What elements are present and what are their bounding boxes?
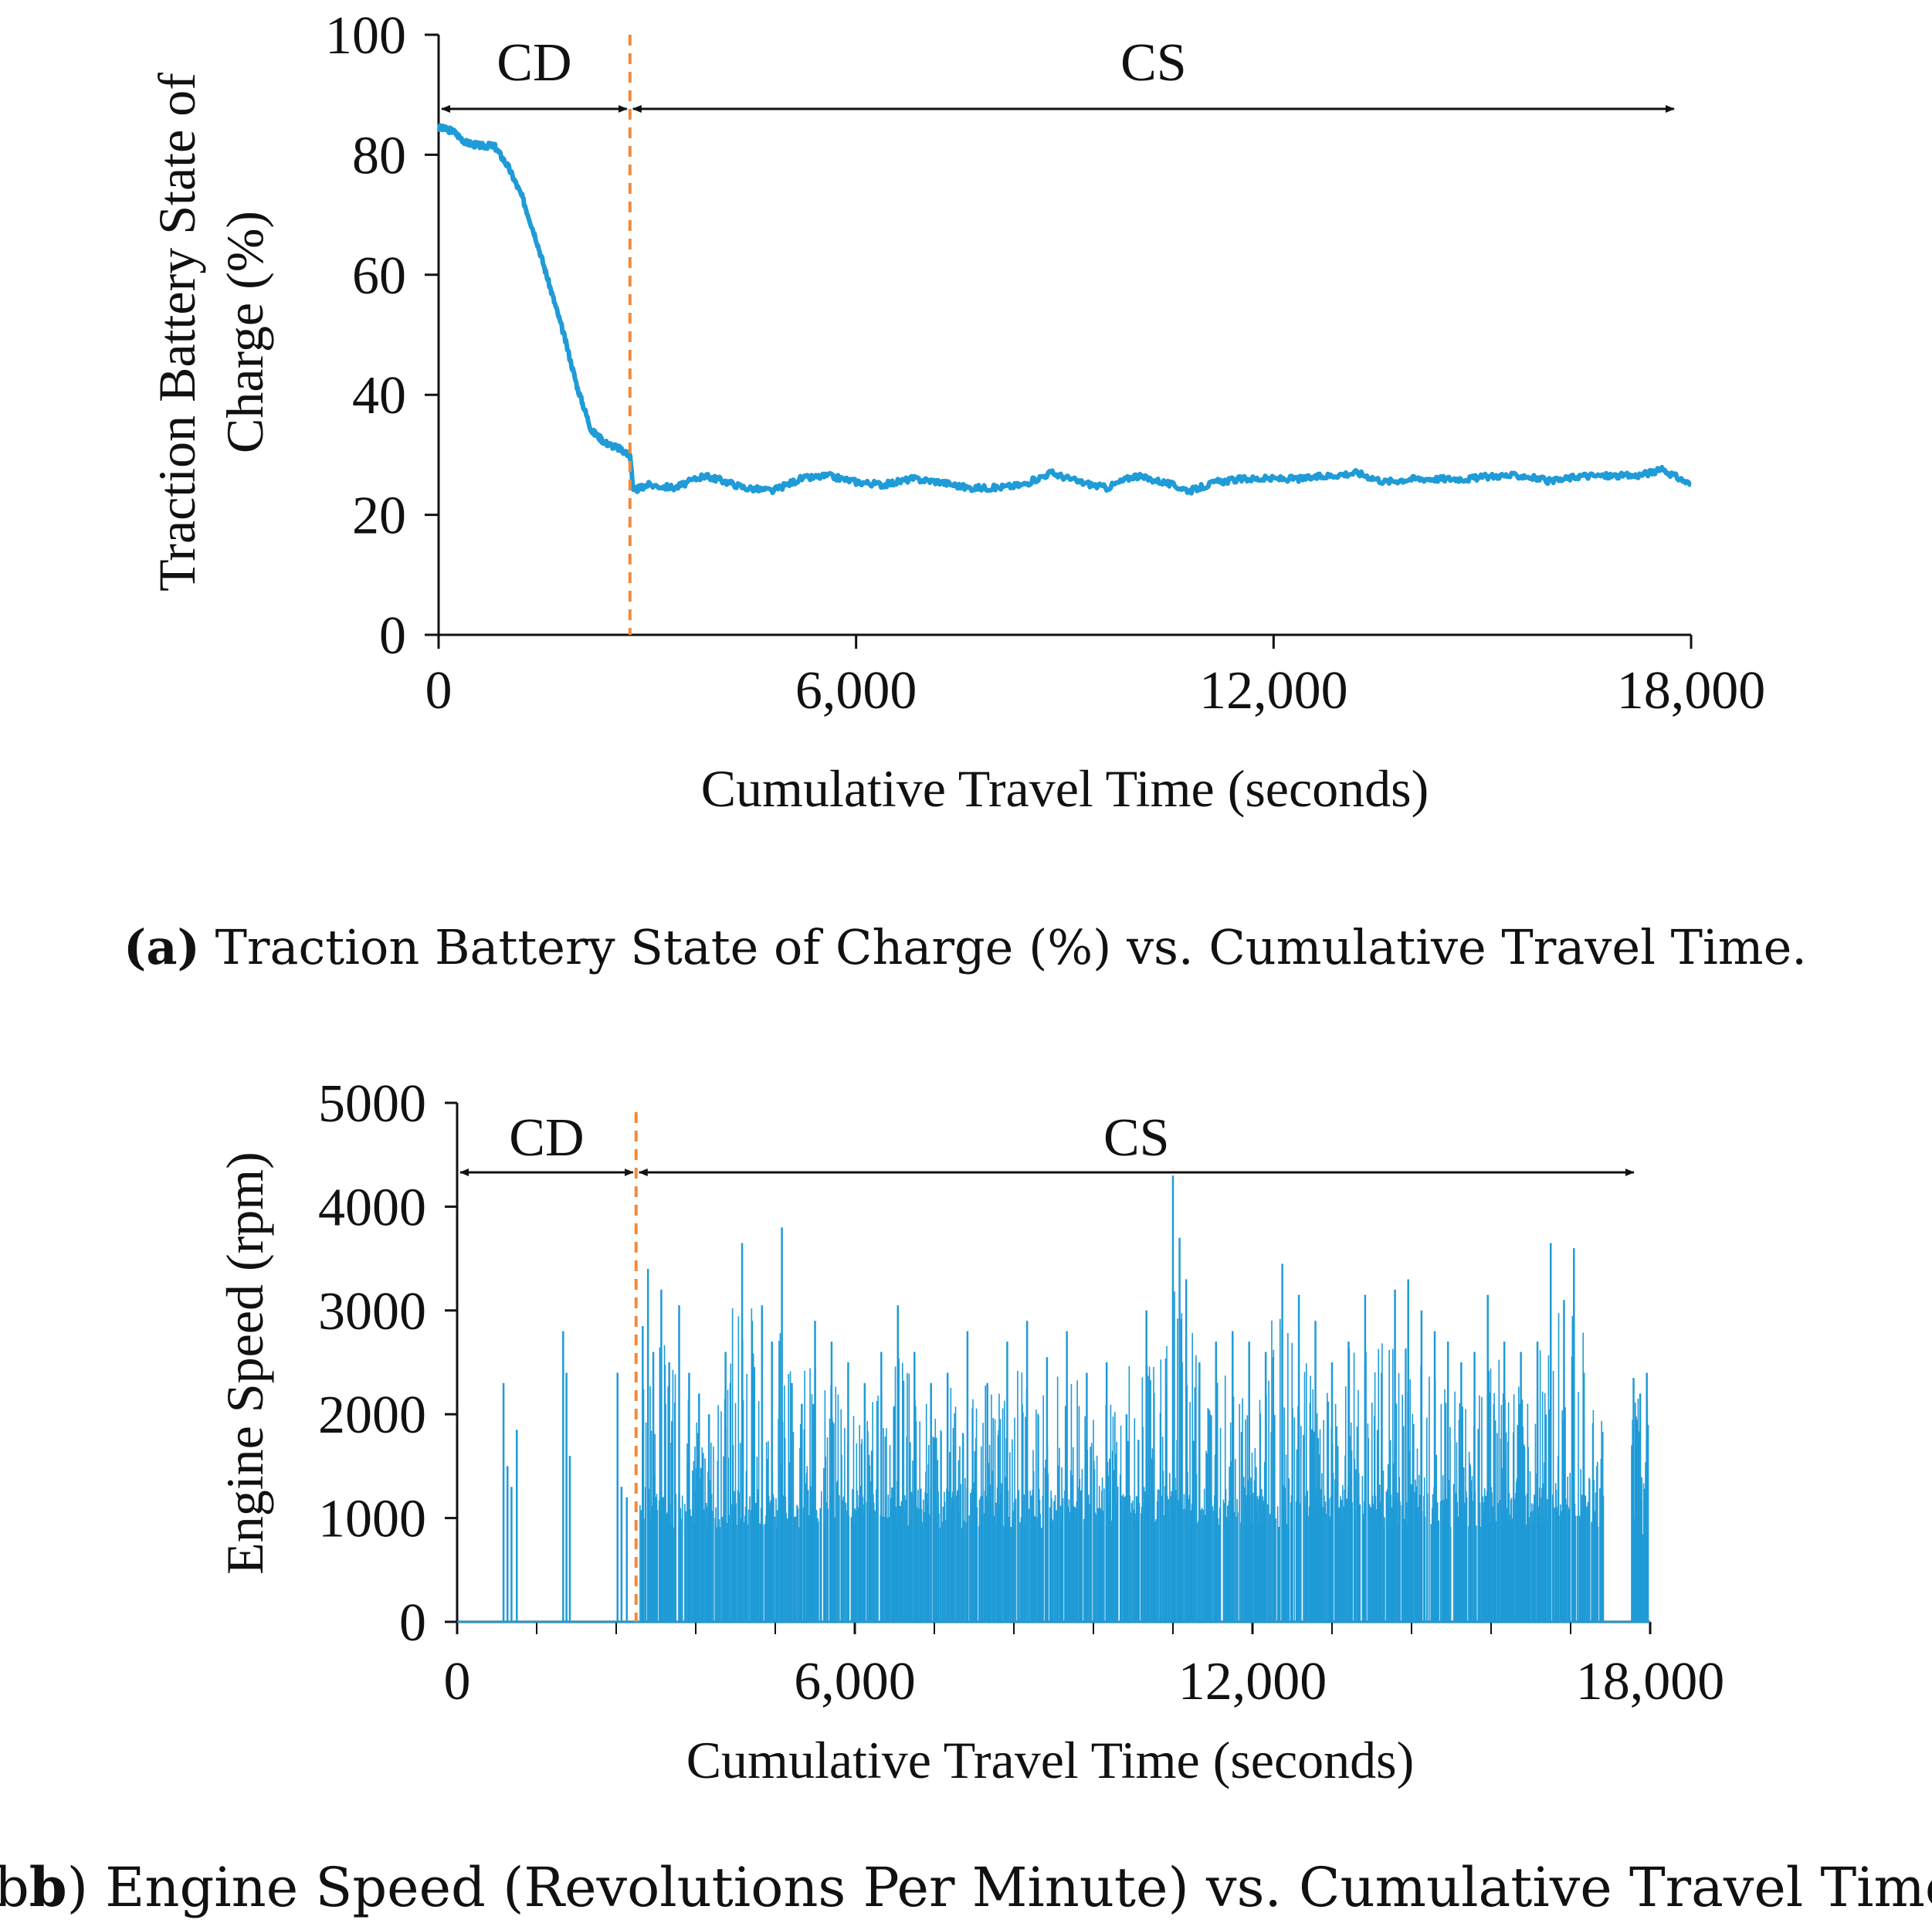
chart-b-y-tick-label: 1000 (318, 1490, 426, 1549)
chart-a-series-line (436, 123, 1693, 496)
chart-a-y-ticks: 0 20 40 60 80 100 (325, 6, 439, 666)
chart-a-y-tick-label: 40 (352, 366, 406, 426)
chart-b-caption-text: ) Engine Speed (Revolutions Per Minute) … (67, 1856, 1932, 1919)
chart-a-x-tick-label: 12,000 (1199, 661, 1348, 721)
chart-b-x-tick-label: 18,000 (1576, 1652, 1725, 1711)
chart-b-caption-label: (b (0, 1856, 29, 1919)
chart-a-y-tick-label: 0 (379, 606, 406, 666)
chart-b-regions: CD CS (459, 1108, 1635, 1622)
chart-b-y-tick-label: 5000 (318, 1074, 426, 1134)
chart-a-caption: (a) Traction Battery State of Charge (%)… (124, 919, 1807, 975)
chart-a-x-tick-label: 6,000 (795, 661, 917, 721)
chart-b-y-axis-title: Engine Speed (rpm) (215, 1152, 274, 1575)
chart-b-caption-bold-letter: b (29, 1855, 67, 1919)
chart-a-region-label-cd: CD (497, 33, 571, 93)
chart-b-caption: (bb) Engine Speed (Revolutions Per Minut… (0, 1855, 1932, 1919)
chart-a-x-tick-label: 18,000 (1617, 661, 1766, 721)
chart-a-regions: CD CS (441, 33, 1675, 635)
chart-a-x-ticks: 0 6,000 12,000 18,000 (425, 635, 1766, 721)
chart-b-x-tick-label: 6,000 (794, 1652, 916, 1711)
chart-b-y-tick-label: 4000 (318, 1178, 426, 1237)
chart-a-region-label-cs: CS (1120, 33, 1187, 93)
chart-b-engine-speed: 0 1000 2000 3000 4000 5000 0 6,000 12,000 18,000… (215, 1074, 1724, 1789)
chart-a-y-tick-label: 100 (325, 6, 406, 66)
chart-b-y-tick-label: 3000 (318, 1282, 426, 1342)
chart-b-y-tick-label: 0 (399, 1593, 426, 1653)
chart-a-caption-text: Traction Battery State of Charge (%) vs.… (200, 919, 1807, 975)
chart-b-series (457, 1175, 1650, 1623)
chart-a-y-axis-title-line2: Charge (%) (215, 211, 274, 453)
chart-a-axes (437, 35, 1691, 636)
chart-a-y-axis-title-line1: Traction Battery State of (147, 73, 206, 592)
chart-b-x-ticks: 0 6,000 12,000 18,000 (444, 1622, 1725, 1711)
chart-a-y-tick-label: 60 (352, 246, 406, 306)
chart-b-x-tick-label: 12,000 (1178, 1652, 1327, 1711)
chart-a-x-tick-label: 0 (425, 661, 452, 721)
chart-a-series (436, 123, 1693, 496)
chart-a-soc: 0 20 40 60 80 100 0 6,000 12,000 18,000 CD CS Cum… (147, 6, 1765, 818)
chart-a-x-axis-title: Cumulative Travel Time (seconds) (701, 759, 1429, 818)
chart-a-y-tick-label: 20 (352, 487, 406, 546)
chart-b-region-label-cd: CD (509, 1108, 584, 1168)
chart-b-region-label-cs: CS (1103, 1108, 1170, 1168)
chart-a-caption-label: (a) (124, 919, 200, 975)
chart-a-y-tick-label: 80 (352, 126, 406, 185)
chart-b-y-tick-label: 2000 (318, 1386, 426, 1445)
chart-b-x-axis-title: Cumulative Travel Time (seconds) (686, 1731, 1415, 1789)
chart-b-y-ticks: 0 1000 2000 3000 4000 5000 (318, 1074, 457, 1653)
chart-b-x-tick-label: 0 (444, 1652, 471, 1711)
